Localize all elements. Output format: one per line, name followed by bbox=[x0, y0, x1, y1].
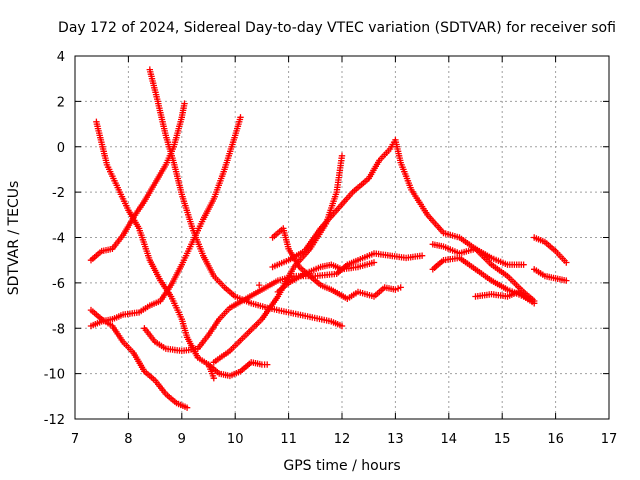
data-point-markers bbox=[531, 266, 570, 284]
data-point-markers bbox=[429, 241, 527, 268]
data-point-markers bbox=[87, 114, 244, 330]
y-tick-label: -2 bbox=[52, 186, 65, 201]
grid-lines bbox=[75, 56, 609, 419]
series-arc-14 bbox=[472, 288, 533, 302]
data-point-markers bbox=[531, 234, 570, 266]
data-point-markers bbox=[141, 250, 426, 355]
series-arc-8 bbox=[210, 152, 346, 366]
series-arc-5 bbox=[87, 114, 244, 330]
x-tick-label: 12 bbox=[334, 432, 351, 447]
x-tick-label: 11 bbox=[280, 432, 297, 447]
x-tick-label: 17 bbox=[601, 432, 618, 447]
series-arc-15 bbox=[531, 234, 570, 266]
x-tick-label: 7 bbox=[71, 432, 79, 447]
plot-frame bbox=[74, 55, 610, 420]
series-arc-7 bbox=[205, 359, 271, 380]
series-arc-6 bbox=[141, 250, 426, 355]
y-tick-label: 4 bbox=[57, 50, 65, 65]
x-axis-ticks: 7 8 9 10 11 12 13 14 15 16 17 bbox=[71, 56, 617, 447]
series-arc-16 bbox=[531, 266, 570, 284]
series-arc-10 bbox=[269, 136, 538, 305]
series-arc-2 bbox=[93, 118, 217, 382]
data-point-markers bbox=[472, 288, 533, 302]
data-point-markers bbox=[274, 259, 378, 296]
y-tick-label: 0 bbox=[57, 141, 65, 156]
data-point-markers bbox=[146, 66, 346, 330]
x-tick-label: 8 bbox=[124, 432, 132, 447]
y-tick-label: -12 bbox=[44, 413, 65, 428]
y-axis-ticks: 4 2 0 -2 -4 -6 -8 -10 -12 bbox=[44, 50, 609, 428]
data-point-markers bbox=[256, 281, 263, 289]
x-tick-label: 14 bbox=[441, 432, 458, 447]
chart-title: Day 172 of 2024, Sidereal Day-to-day VTE… bbox=[58, 20, 616, 36]
data-point-markers bbox=[210, 152, 346, 366]
data-point-markers bbox=[93, 118, 217, 382]
data-point-markers bbox=[269, 225, 404, 302]
y-axis-label: SDTVAR / TECUs bbox=[6, 181, 22, 296]
series-arc-12 bbox=[429, 241, 527, 268]
series-arc-9 bbox=[269, 225, 404, 302]
x-tick-label: 10 bbox=[227, 432, 244, 447]
y-tick-label: -8 bbox=[52, 322, 65, 337]
y-tick-label: -6 bbox=[52, 277, 65, 292]
data-point-markers bbox=[87, 100, 188, 264]
x-tick-label: 16 bbox=[547, 432, 564, 447]
series-stray bbox=[256, 281, 263, 289]
series-arc-11 bbox=[274, 259, 378, 296]
x-tick-label: 15 bbox=[494, 432, 511, 447]
data-point-markers bbox=[205, 359, 271, 380]
y-tick-label: -10 bbox=[44, 368, 65, 383]
x-axis-label: GPS time / hours bbox=[283, 458, 400, 474]
data-series bbox=[87, 66, 570, 411]
series-arc-1 bbox=[87, 100, 188, 264]
data-point-markers bbox=[269, 136, 538, 305]
y-tick-label: 2 bbox=[57, 95, 65, 110]
series-arc-3 bbox=[146, 66, 346, 330]
x-tick-label: 13 bbox=[387, 432, 404, 447]
x-tick-label: 9 bbox=[178, 432, 186, 447]
y-tick-label: -4 bbox=[52, 232, 65, 247]
